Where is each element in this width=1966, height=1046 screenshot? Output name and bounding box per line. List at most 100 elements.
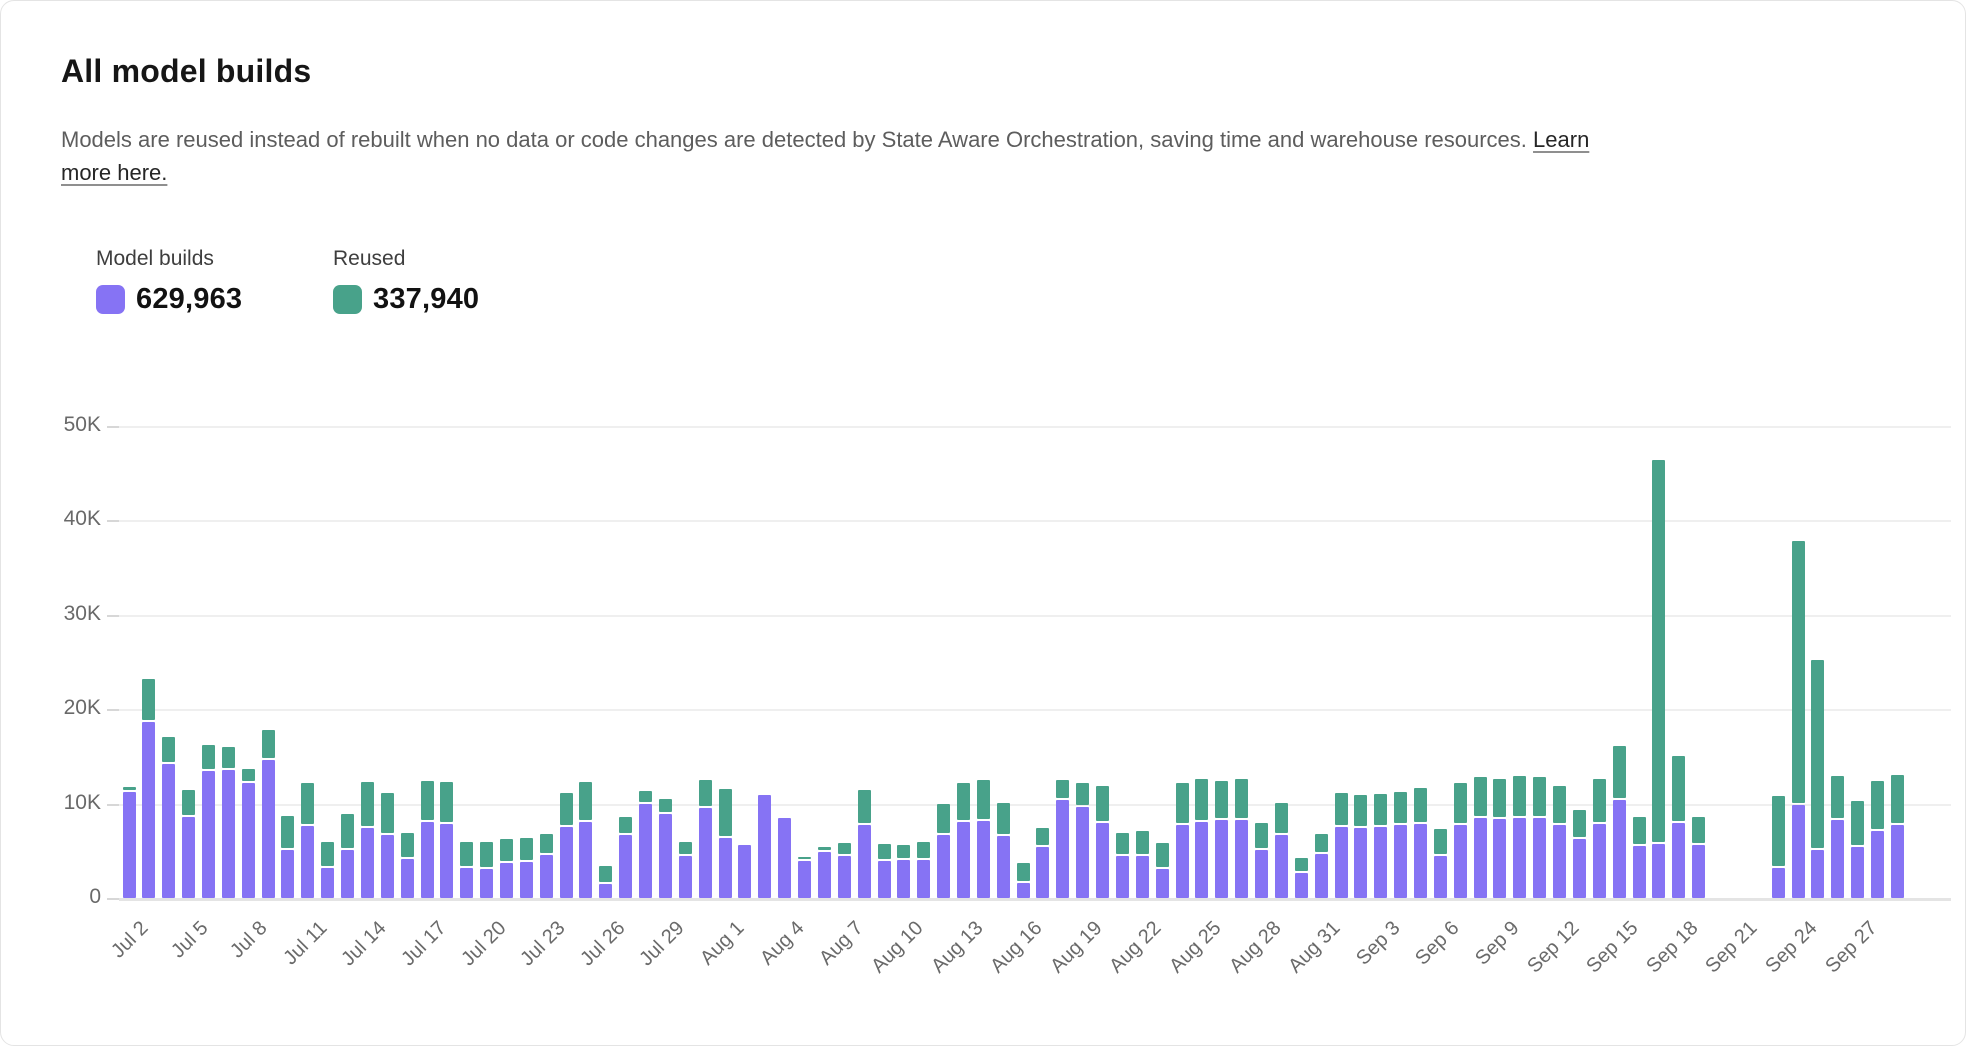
- bar-segment-reused[interactable]: [1513, 776, 1527, 816]
- bar-segment-model-builds[interactable]: [182, 816, 196, 898]
- bar-segment-model-builds[interactable]: [976, 820, 990, 898]
- bar-segment-model-builds[interactable]: [957, 822, 970, 898]
- bar-segment-model-builds[interactable]: [1791, 805, 1805, 898]
- bar-segment-model-builds[interactable]: [380, 834, 394, 898]
- bar-segment-model-builds[interactable]: [321, 867, 335, 898]
- bar-segment-model-builds[interactable]: [1334, 827, 1348, 898]
- bar-segment-reused[interactable]: [1831, 776, 1845, 818]
- bar-segment-model-builds[interactable]: [579, 822, 593, 898]
- bar-segment-reused[interactable]: [1374, 794, 1388, 826]
- bar-segment-model-builds[interactable]: [400, 859, 414, 898]
- bar-segment-reused[interactable]: [1155, 843, 1169, 867]
- bar-segment-reused[interactable]: [1493, 778, 1507, 817]
- bar-segment-model-builds[interactable]: [1215, 819, 1229, 898]
- bar-segment-model-builds[interactable]: [1632, 846, 1646, 898]
- bar-segment-reused[interactable]: [658, 798, 672, 812]
- bar-segment-reused[interactable]: [519, 838, 533, 861]
- bar-segment-reused[interactable]: [201, 744, 215, 769]
- bar-segment-model-builds[interactable]: [559, 827, 573, 898]
- bar-segment-reused[interactable]: [559, 793, 573, 826]
- bar-segment-reused[interactable]: [1692, 816, 1706, 844]
- bar-segment-model-builds[interactable]: [1175, 825, 1189, 898]
- bar-segment-model-builds[interactable]: [440, 824, 454, 898]
- bar-segment-model-builds[interactable]: [1692, 845, 1706, 898]
- learn-more-link[interactable]: Learn more here.: [61, 127, 1590, 185]
- bar-segment-model-builds[interactable]: [758, 795, 772, 898]
- bar-segment-reused[interactable]: [261, 729, 275, 759]
- bar-segment-reused[interactable]: [1672, 756, 1686, 822]
- bar-segment-model-builds[interactable]: [996, 835, 1010, 898]
- bar-segment-reused[interactable]: [1453, 782, 1467, 824]
- bar-segment-model-builds[interactable]: [1096, 823, 1110, 898]
- bar-segment-reused[interactable]: [1413, 788, 1427, 823]
- bar-segment-reused[interactable]: [877, 844, 891, 860]
- bar-segment-reused[interactable]: [857, 790, 871, 824]
- bar-segment-reused[interactable]: [718, 789, 732, 836]
- bar-segment-model-builds[interactable]: [1473, 817, 1487, 898]
- bar-segment-model-builds[interactable]: [1354, 828, 1368, 898]
- bar-segment-model-builds[interactable]: [460, 867, 474, 898]
- bar-segment-model-builds[interactable]: [1572, 839, 1586, 898]
- bar-segment-model-builds[interactable]: [619, 834, 633, 898]
- bar-segment-model-builds[interactable]: [1533, 817, 1547, 898]
- bar-segment-model-builds[interactable]: [301, 826, 315, 898]
- bar-segment-reused[interactable]: [500, 839, 513, 862]
- bar-segment-model-builds[interactable]: [1056, 799, 1070, 898]
- bar-segment-model-builds[interactable]: [738, 845, 752, 898]
- bar-segment-reused[interactable]: [1175, 782, 1189, 824]
- bar-segment-reused[interactable]: [1632, 816, 1646, 845]
- bar-segment-model-builds[interactable]: [1274, 834, 1288, 898]
- bar-segment-model-builds[interactable]: [718, 837, 732, 898]
- bar-segment-reused[interactable]: [1851, 800, 1865, 845]
- bar-segment-model-builds[interactable]: [698, 808, 712, 898]
- bar-segment-reused[interactable]: [1056, 779, 1070, 798]
- bar-segment-reused[interactable]: [142, 678, 156, 721]
- bar-segment-reused[interactable]: [1096, 785, 1110, 822]
- bar-segment-reused[interactable]: [1890, 775, 1904, 824]
- bar-segment-reused[interactable]: [440, 781, 454, 823]
- bar-segment-reused[interactable]: [1612, 745, 1626, 798]
- bar-segment-model-builds[interactable]: [1453, 825, 1467, 898]
- bar-segment-reused[interactable]: [1215, 780, 1229, 818]
- bar-segment-reused[interactable]: [1473, 777, 1487, 816]
- bar-segment-reused[interactable]: [1274, 803, 1288, 833]
- bar-segment-model-builds[interactable]: [1493, 818, 1507, 898]
- bar-segment-model-builds[interactable]: [1831, 819, 1845, 898]
- bar-segment-reused[interactable]: [817, 846, 831, 850]
- bar-segment-reused[interactable]: [1195, 778, 1209, 820]
- bar-segment-reused[interactable]: [1433, 828, 1447, 854]
- bar-segment-model-builds[interactable]: [1513, 817, 1527, 898]
- bar-segment-model-builds[interactable]: [1652, 844, 1666, 898]
- bar-segment-reused[interactable]: [976, 779, 990, 819]
- bar-segment-model-builds[interactable]: [519, 862, 533, 898]
- bar-segment-reused[interactable]: [1553, 785, 1567, 824]
- bar-segment-reused[interactable]: [937, 804, 951, 833]
- bar-segment-reused[interactable]: [619, 816, 633, 833]
- bar-segment-model-builds[interactable]: [1553, 825, 1567, 898]
- bar-segment-reused[interactable]: [1314, 833, 1328, 852]
- bar-segment-model-builds[interactable]: [1135, 855, 1149, 898]
- bar-segment-reused[interactable]: [579, 781, 593, 821]
- bar-segment-reused[interactable]: [360, 781, 374, 827]
- bar-segment-model-builds[interactable]: [1155, 868, 1169, 898]
- bar-segment-reused[interactable]: [480, 842, 494, 867]
- bar-segment-model-builds[interactable]: [897, 860, 911, 898]
- bar-segment-reused[interactable]: [221, 746, 235, 768]
- bar-segment-reused[interactable]: [460, 842, 474, 866]
- bar-segment-reused[interactable]: [420, 780, 434, 821]
- bar-segment-model-builds[interactable]: [1115, 855, 1129, 898]
- bar-segment-reused[interactable]: [182, 790, 196, 815]
- bar-segment-model-builds[interactable]: [122, 792, 136, 898]
- bar-segment-reused[interactable]: [957, 782, 970, 821]
- bar-segment-reused[interactable]: [897, 845, 911, 859]
- bar-segment-model-builds[interactable]: [241, 782, 255, 898]
- bar-segment-reused[interactable]: [1334, 793, 1348, 826]
- bar-segment-model-builds[interactable]: [917, 860, 931, 898]
- bar-segment-model-builds[interactable]: [1255, 849, 1269, 898]
- bar-segment-model-builds[interactable]: [1612, 799, 1626, 898]
- bar-segment-model-builds[interactable]: [201, 770, 215, 898]
- bar-segment-reused[interactable]: [162, 737, 176, 762]
- bar-segment-reused[interactable]: [1652, 459, 1666, 843]
- bar-segment-model-builds[interactable]: [877, 861, 891, 898]
- bar-segment-model-builds[interactable]: [1771, 867, 1785, 898]
